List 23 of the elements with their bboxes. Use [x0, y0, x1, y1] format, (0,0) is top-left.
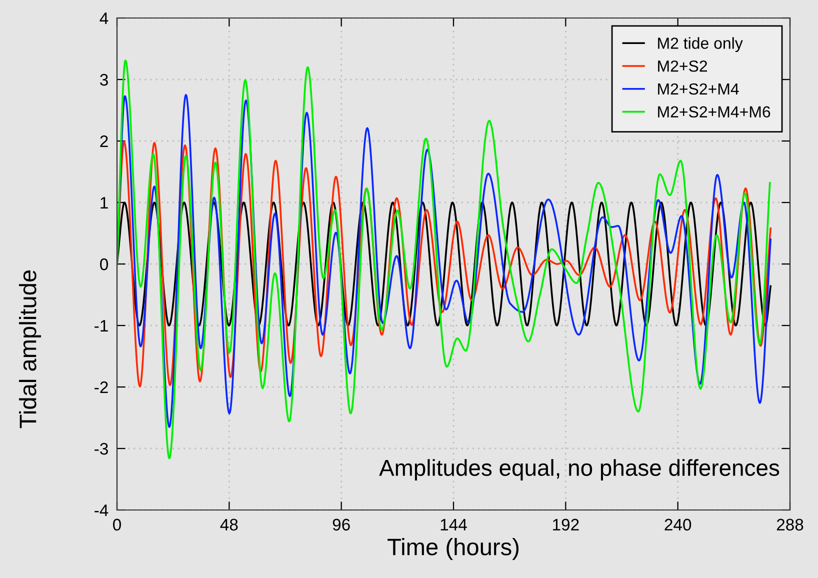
x-tick-label: 96 [332, 518, 350, 531]
x-tick-label: 240 [664, 518, 692, 531]
y-axis-title: Tidal amplitude [18, 270, 42, 428]
legend-label: M2+S2+M4+M6 [658, 106, 770, 118]
x-tick-label: 144 [440, 518, 467, 530]
y-tick-label: -1 [94, 320, 108, 332]
y-tick-label: 4 [100, 12, 108, 24]
legend-label: M2+S2+M4 [658, 83, 739, 95]
x-tick-label: 48 [220, 518, 238, 531]
legend-label: M2+S2 [658, 60, 707, 72]
y-tick-label: 0 [100, 258, 108, 270]
legend-label: M2 tide only [658, 37, 743, 52]
y-tick-label: -2 [94, 381, 108, 394]
x-axis-title: Time (hours) [388, 538, 519, 560]
x-tick-label: 288 [776, 518, 804, 531]
y-tick-label: -4 [94, 504, 108, 516]
x-tick-label: 0 [113, 518, 121, 531]
y-tick-label: 1 [100, 197, 108, 209]
y-tick-label: 3 [100, 74, 108, 86]
y-tick-label: 2 [100, 135, 108, 148]
y-tick-label: -3 [94, 442, 108, 455]
x-tick-label: 192 [553, 518, 579, 531]
annotation: Amplitudes equal, no phase differences [379, 459, 780, 480]
